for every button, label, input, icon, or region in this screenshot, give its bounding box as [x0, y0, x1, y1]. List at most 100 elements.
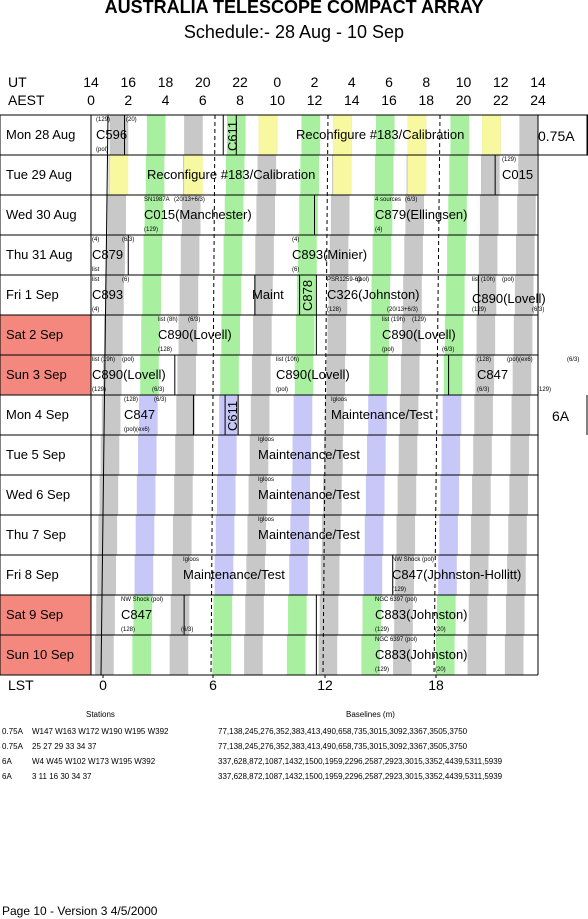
station-config: 0.75A: [2, 742, 23, 751]
schedule-block-note: (pol): [122, 357, 135, 363]
ut-tick-label: 14: [530, 74, 546, 90]
schedule-block-note: (6/3): [188, 317, 201, 323]
ut-tick-label: 12: [492, 74, 509, 90]
ut-tick-label: 16: [120, 74, 137, 90]
aest-tick-label: 16: [381, 92, 397, 108]
schedule-block-note: NW Shock: [121, 597, 150, 603]
page-title: AUSTRALIA TELESCOPE COMPACT ARRAY: [104, 0, 484, 17]
schedule-block-label: C890(Lovell): [158, 327, 232, 342]
schedule-block-note: (6/3): [405, 197, 418, 203]
schedule-block-note: (pol)(ex6): [507, 357, 533, 363]
station-list: 25 27 29 33 34 37: [32, 742, 97, 751]
schedule-block-note: Igloos: [183, 557, 200, 563]
schedule-block-note: (4): [92, 307, 100, 313]
schedule-block-note: (20): [435, 627, 446, 633]
schedule-block-note: list (19h): [92, 357, 116, 363]
schedule-block-note: (6/3): [154, 397, 167, 403]
day-label: Tue 29 Aug: [6, 167, 73, 182]
schedule-block-note: (6/3): [152, 387, 165, 393]
schedule-block-label: C326(Johnston): [327, 287, 420, 302]
schedule-block-note: (6/3): [477, 387, 490, 393]
schedule-block-note: (128): [477, 357, 492, 363]
schedule-block-label: C890(Lovell): [472, 291, 546, 306]
ut-tick-label: 14: [83, 74, 99, 90]
lst-tick-label: 0: [99, 677, 107, 693]
schedule-block-note: NGC 6397: [375, 637, 404, 643]
schedule-block-label: Maint: [252, 287, 284, 302]
schedule-block-note: (128): [327, 307, 342, 313]
schedule-block-note: (20/13+6/3): [387, 307, 418, 313]
ut-tick-label: 20: [194, 74, 211, 90]
ut-tick-label: 6: [385, 74, 393, 90]
schedule-block-note: (4): [92, 237, 100, 243]
schedule-block-note: list (8h): [158, 317, 178, 323]
day-label: Fri 8 Sep: [6, 567, 59, 582]
schedule-block-label: C878: [300, 279, 315, 311]
ut-tick-label: 10: [455, 74, 472, 90]
schedule-block-label: C893(Minier): [292, 247, 368, 262]
schedule-block-label: C883(Johnston): [375, 607, 468, 622]
schedule-block-label: C890(Lovell): [92, 367, 166, 382]
aest-tick-label: 14: [343, 92, 360, 108]
schedule-block-label: C890(Lovell): [382, 327, 456, 342]
schedule-block-note: (129): [472, 307, 487, 313]
schedule-block-note: (129): [375, 627, 390, 633]
config-label-first: 0.75A: [538, 128, 575, 144]
lst-tick-label: 18: [428, 677, 444, 693]
schedule-block-note: (129): [502, 157, 517, 163]
schedule-block-label: Reconfigure #183/Calibration: [296, 127, 465, 142]
day-label: Sat 9 Sep: [6, 607, 64, 622]
aest-tick-label: 20: [455, 92, 472, 108]
schedule-block-note: (6/3): [567, 357, 580, 363]
day-label: Sun 10 Sep: [6, 647, 74, 662]
baseline-list: 77,138,245,276,352,383,413,490,658,735,3…: [218, 742, 468, 751]
schedule-block-note: list (10h): [472, 277, 496, 283]
page-footer: Page 10 - Version 3 4/5/2000: [2, 904, 158, 918]
config-label-second: 6A: [552, 408, 570, 424]
aest-tick-label: 10: [269, 92, 286, 108]
schedule-block-note: Igloos: [331, 397, 348, 403]
schedule-block-label: C611: [225, 120, 240, 151]
schedule-block-note: (6): [122, 277, 130, 283]
schedule-block-note: Igloos: [258, 517, 275, 523]
day-label: Tue 5 Sep: [6, 447, 66, 462]
ut-tick-label: 18: [157, 74, 174, 90]
schedule-block-note: (128): [124, 397, 139, 403]
schedule-block-label: C596: [96, 127, 128, 142]
schedule-block-note: (129): [412, 317, 427, 323]
day-label: Thu 7 Sep: [6, 527, 66, 542]
lst-axis-label: LST: [8, 677, 34, 693]
schedule-block-note: (pol): [357, 277, 370, 283]
station-config: 6A: [2, 772, 12, 781]
schedule-block-note: (20/13+6/3): [174, 197, 205, 203]
aest-tick-label: 18: [418, 92, 435, 108]
schedule-block-note: Igloos: [258, 437, 275, 443]
day-label: Sat 2 Sep: [6, 327, 64, 342]
schedule-block-label: C015: [502, 167, 534, 182]
schedule-block-note: (6): [292, 267, 300, 273]
schedule-block-label: Maintenance/Test: [258, 527, 360, 542]
schedule-block-note: (pol): [151, 597, 164, 603]
station-list: 3 11 16 30 34 37: [32, 772, 92, 781]
schedule-block-note: (128): [121, 627, 136, 633]
schedule-block-label: C890(Lovell): [276, 367, 350, 382]
schedule-block-note: (129): [375, 667, 390, 673]
ut-axis-label: UT: [8, 74, 27, 90]
station-list: W147 W163 W172 W190 W195 W392: [32, 727, 169, 736]
stations-header: Stations: [86, 710, 115, 719]
schedule-block-note: (pol): [405, 597, 418, 603]
schedule-block-label: C847: [477, 367, 509, 382]
schedule-block-note: (pol): [382, 347, 395, 353]
ut-tick-label: 2: [310, 74, 319, 90]
day-label: Thu 31 Aug: [6, 247, 73, 262]
schedule-block-note: (pol): [405, 637, 418, 643]
schedule-block-note: (4): [292, 237, 300, 243]
schedule-block-note: list (19h): [382, 317, 406, 323]
station-list: W4 W45 W102 W173 W195 W392: [32, 757, 156, 766]
aest-tick-label: 0: [87, 92, 95, 108]
station-config: 0.75A: [2, 727, 23, 736]
schedule-block-note: (pol): [422, 557, 435, 563]
day-label: Fri 1 Sep: [6, 287, 59, 302]
aest-axis-label: AEST: [8, 92, 45, 108]
schedule-block-note: PSR1259-63: [327, 277, 362, 283]
